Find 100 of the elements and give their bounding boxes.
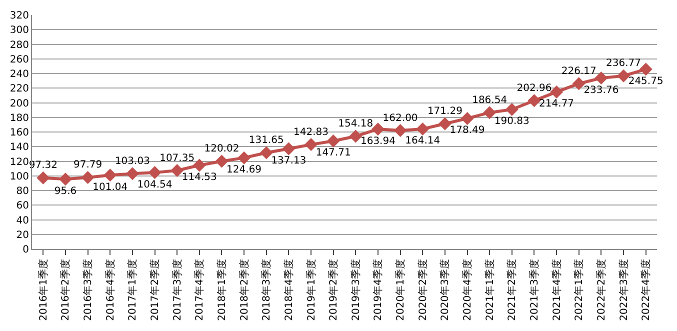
data-label: 154.18 <box>338 118 374 130</box>
x-tick-label: 2017年4季度 <box>194 259 206 321</box>
point <box>260 146 273 160</box>
point <box>528 94 541 108</box>
point <box>460 112 474 125</box>
y-tick-label: 260 <box>10 54 29 66</box>
data-label: 226.17 <box>561 66 596 77</box>
x-tick-label: 2021年3季度 <box>528 259 540 321</box>
x-tick-label: 2017年2季度 <box>149 259 162 321</box>
data-label: 202.96 <box>516 82 552 94</box>
data-label: 186.54 <box>472 94 508 106</box>
y-tick-label: 240 <box>10 69 29 80</box>
y-tick-label: 100 <box>10 171 29 182</box>
y-tick-label: 140 <box>10 142 29 154</box>
point <box>349 130 362 143</box>
point <box>326 134 340 148</box>
data-label: 137.13 <box>271 155 306 166</box>
point <box>394 124 407 138</box>
data-label: 104.54 <box>137 179 172 190</box>
point <box>238 151 251 164</box>
y-tick-label: 0 <box>22 244 29 256</box>
x-tick-label: 2021年1季度 <box>484 259 496 321</box>
y-tick-label: 320 <box>10 10 29 22</box>
x-tick-label: 2016年1季度 <box>37 259 50 321</box>
y-tick-label: 20 <box>16 230 29 241</box>
y-tick-label: 180 <box>10 112 29 124</box>
point <box>192 158 206 172</box>
y-tick-label: 300 <box>10 25 29 36</box>
x-tick-label: 2018年3季度 <box>260 259 273 321</box>
point <box>36 171 50 184</box>
x-tick-label: 2022年4季度 <box>640 259 652 321</box>
x-tick-label: 2016年4季度 <box>104 259 116 321</box>
x-tick-label: 2020年1季度 <box>394 259 407 321</box>
data-label: 245.75 <box>628 76 664 88</box>
x-tick-label: 2020年3季度 <box>439 259 452 321</box>
point <box>81 170 94 184</box>
data-label: 171.29 <box>427 106 462 117</box>
data-label: 147.71 <box>316 148 351 159</box>
data-label: 164.14 <box>405 136 440 147</box>
point <box>58 172 72 186</box>
y-tick-label: 40 <box>16 215 29 226</box>
data-label: 142.83 <box>294 126 329 138</box>
x-tick-label: 2019年3季度 <box>350 259 362 321</box>
x-tick-label: 2021年2季度 <box>506 259 518 321</box>
y-tick-label: 200 <box>10 98 29 110</box>
x-tick-label: 2017年1季度 <box>126 259 139 321</box>
x-tick-label: 2017年3季度 <box>171 259 184 321</box>
x-tick-label: 2018年1季度 <box>216 259 228 321</box>
point <box>282 142 296 156</box>
data-label: 178.49 <box>450 125 485 136</box>
y-tick-label: 80 <box>16 186 29 197</box>
y-tick-label: 220 <box>10 84 29 95</box>
x-tick-label: 2016年3季度 <box>82 259 94 321</box>
point <box>304 138 318 152</box>
point <box>572 77 586 90</box>
point <box>148 166 162 180</box>
point <box>126 167 139 180</box>
point <box>215 154 228 168</box>
y-tick-label: 160 <box>10 128 29 138</box>
x-tick-label: 2019年2季度 <box>328 259 340 321</box>
y-tick-label: 280 <box>10 40 29 51</box>
data-label: 114.53 <box>182 172 217 183</box>
data-label: 120.02 <box>204 143 240 154</box>
data-label: 163.94 <box>360 136 396 147</box>
y-tick-label: 120 <box>10 156 29 168</box>
point <box>505 102 518 116</box>
data-label: 124.69 <box>226 164 262 176</box>
point <box>639 62 652 76</box>
data-label: 103.03 <box>114 156 150 167</box>
point <box>617 69 630 82</box>
x-tick-label: 2019年4季度 <box>372 259 384 321</box>
point <box>170 164 184 177</box>
point <box>594 72 608 85</box>
x-tick-label: 2022年1季度 <box>573 259 586 321</box>
y-tick-label: 60 <box>16 200 29 212</box>
x-tick-label: 2018年2季度 <box>238 259 250 321</box>
data-label: 101.04 <box>92 182 128 193</box>
x-tick-label: 2022年2季度 <box>595 259 608 321</box>
point <box>104 168 117 182</box>
data-label: 190.83 <box>494 116 530 128</box>
x-tick-label: 2018年4季度 <box>282 259 295 321</box>
point <box>550 85 564 98</box>
data-label: 95.6 <box>54 186 77 197</box>
data-label: 236.77 <box>606 58 642 70</box>
data-label: 97.79 <box>73 160 102 171</box>
x-tick-label: 2022年3季度 <box>618 259 630 321</box>
x-tick-label: 2020年4季度 <box>462 259 474 321</box>
data-label: 131.65 <box>248 134 284 146</box>
data-label: 97.32 <box>28 160 58 172</box>
data-label: 233.76 <box>584 84 619 96</box>
data-label: 162.00 <box>382 112 418 124</box>
point <box>438 117 452 130</box>
x-tick-label: 2020年2季度 <box>416 259 429 321</box>
point <box>416 122 430 136</box>
x-tick-label: 2016年2季度 <box>60 259 72 321</box>
x-tick-label: 2021年4季度 <box>550 259 563 321</box>
data-label: 214.77 <box>539 98 574 110</box>
data-label: 107.35 <box>160 152 195 164</box>
point <box>371 122 384 136</box>
x-tick-label: 2019年1季度 <box>305 259 318 321</box>
